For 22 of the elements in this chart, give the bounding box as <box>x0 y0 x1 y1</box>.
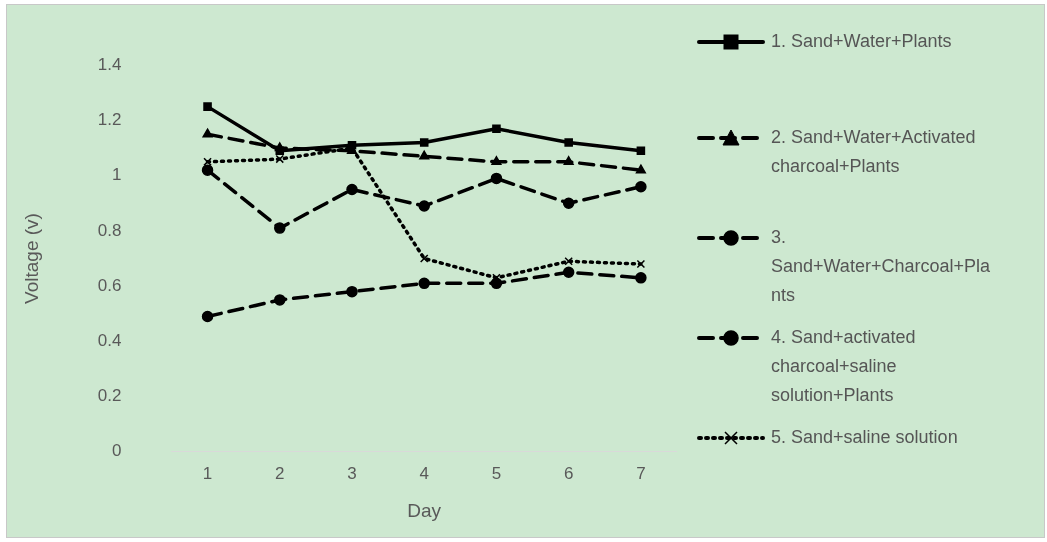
y-tick-label: 0.2 <box>97 386 122 406</box>
legend-label: 4. Sand+activated charcoal+saline solution+Plants <box>771 326 917 407</box>
x-tick-label: 7 <box>636 463 646 483</box>
x-tick-label: 6 <box>563 463 574 483</box>
legend-label: 3. Sand+Water+Charcoal+Plants <box>771 226 991 307</box>
legend-label: 2. Sand+Water+Activated charcoal+Plants <box>771 126 977 178</box>
y-tick-label: 1 <box>111 165 122 185</box>
y-tick-label: 0.4 <box>97 331 122 351</box>
y-tick-label: 0.8 <box>97 220 122 240</box>
x-tick-label: 3 <box>347 463 357 483</box>
y-tick-label: 0.6 <box>97 275 122 295</box>
legend-label: 5. Sand+saline solution <box>771 426 959 449</box>
y-tick-label: 1.4 <box>97 54 122 74</box>
x-tick-label: 2 <box>275 463 285 483</box>
x-tick-label: 4 <box>419 463 429 483</box>
legend-label: 1. Sand+Water+Plants <box>771 30 953 53</box>
y-tick-label: 0 <box>111 441 122 461</box>
y-tick-label: 1.2 <box>97 110 122 130</box>
x-axis-title: Day <box>407 499 442 521</box>
y-axis-title: Voltage (v) <box>20 213 42 304</box>
x-tick-label: 1 <box>202 463 213 483</box>
x-tick-label: 5 <box>491 463 502 483</box>
